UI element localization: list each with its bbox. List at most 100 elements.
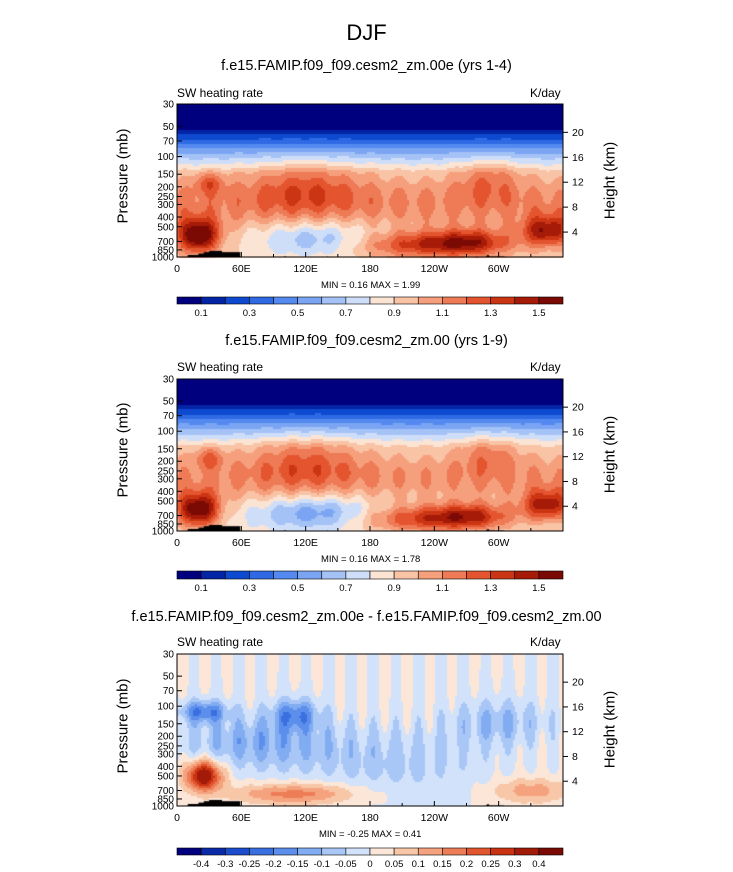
colorbar-swatch	[273, 570, 298, 580]
colorbar-swatch	[321, 847, 347, 856]
colorbar-swatch	[224, 570, 250, 580]
colorbar-label: 1.5	[532, 583, 545, 594]
x-tick-label: 180	[361, 812, 379, 824]
colorbar-swatch	[369, 296, 395, 305]
y-tick-label: 300	[157, 200, 174, 211]
colorbar-label: 1.1	[436, 308, 449, 319]
colorbar-swatch	[273, 847, 298, 856]
x-tick-label: 120E	[293, 812, 318, 824]
y2-tick-label: 16	[572, 426, 584, 438]
colorbar-swatch	[369, 570, 395, 580]
y-tick-label: 500	[157, 771, 174, 782]
panel-2-units-label: K/day	[530, 360, 561, 374]
colorbar-label: 0.7	[339, 583, 352, 594]
colorbar-swatch	[466, 847, 491, 856]
y-tick-label: 30	[163, 375, 175, 386]
colorbar-swatch	[200, 847, 226, 856]
y2-tick-label: 20	[572, 677, 584, 689]
colorbar-label: -0.4	[193, 859, 209, 870]
colorbar-swatch	[514, 570, 540, 580]
panel-1-units-label: K/day	[530, 86, 561, 100]
x-tick-label: 60W	[488, 812, 510, 824]
colorbar-swatch	[393, 847, 419, 856]
colorbar-swatch	[249, 296, 274, 305]
y-tick-label: 200	[157, 182, 174, 193]
x-tick-label: 0	[174, 812, 180, 824]
panel-3-title: f.e15.FAMIP.f09_f09.cesm2_zm.00e - f.e15…	[131, 609, 602, 625]
x-tick-label: 180	[361, 263, 379, 275]
y-tick-label: 700	[157, 511, 174, 522]
colorbar-swatch	[490, 847, 516, 856]
colorbar-swatch	[224, 296, 250, 305]
y-tick-label: 250	[157, 741, 174, 752]
y2-tick-label: 16	[572, 152, 584, 164]
y-tick-label: 400	[157, 213, 174, 224]
colorbar-swatch	[297, 847, 323, 856]
colorbar-label: -0.15	[287, 859, 309, 870]
colorbar-swatch	[514, 847, 540, 856]
colorbar-label: 0.5	[291, 308, 304, 319]
colorbar-label: 1.3	[484, 583, 497, 594]
colorbar-label: 0.4	[532, 859, 545, 870]
colorbar-swatch	[442, 570, 467, 580]
y-tick-label: 250	[157, 192, 174, 203]
colorbar-swatch	[490, 570, 516, 580]
x-tick-label: 0	[174, 537, 180, 549]
y-tick-label: 1000	[152, 802, 175, 813]
colorbar-label: 0.2	[460, 859, 473, 870]
colorbar-swatch	[466, 296, 491, 305]
colorbar-swatch	[393, 570, 419, 580]
colorbar-label: 1.3	[484, 308, 497, 319]
y2-tick-label: 20	[572, 402, 584, 414]
colorbar-swatch	[393, 296, 419, 305]
y-tick-label: 500	[157, 222, 174, 233]
y-tick-label: 100	[157, 427, 174, 438]
y-tick-label: 500	[157, 496, 174, 507]
plot-frame	[176, 653, 564, 807]
y2-tick-label: 20	[572, 127, 584, 139]
colorbar-label: -0.2	[265, 859, 281, 870]
colorbar-swatch	[417, 570, 443, 580]
colorbar-swatch	[176, 296, 202, 305]
panel-2-title: f.e15.FAMIP.f09_f09.cesm2_zm.00 (yrs 1-9…	[225, 333, 508, 349]
figure-title: DJF	[346, 20, 387, 45]
colorbar-swatch	[176, 847, 202, 856]
y-tick-label: 50	[163, 672, 175, 683]
colorbar-swatch	[417, 847, 443, 856]
y-tick-label: 850	[157, 245, 174, 256]
colorbar-swatch	[273, 296, 298, 305]
y-tick-label: 200	[157, 457, 174, 468]
colorbar-swatch	[538, 570, 564, 580]
colorbar-swatch	[466, 570, 491, 580]
y2-tick-label: 4	[572, 776, 578, 788]
colorbar-label: 1.1	[436, 583, 449, 594]
y-tick-label: 30	[163, 100, 175, 111]
y2-tick-label: 4	[572, 227, 578, 239]
colorbar-label: 0.25	[481, 859, 500, 870]
x-tick-label: 0	[174, 263, 180, 275]
y2-tick-label: 4	[572, 501, 578, 513]
colorbar-label: 0.05	[385, 859, 404, 870]
colorbar-label: -0.1	[314, 859, 330, 870]
colorbar-label: 0	[367, 859, 372, 870]
y-tick-label: 70	[163, 136, 175, 147]
colorbar-swatch	[249, 847, 274, 856]
colorbar-swatch	[200, 296, 226, 305]
y2-tick-label: 16	[572, 701, 584, 713]
x-tick-label: 120W	[421, 263, 449, 275]
y2-tick-label: 12	[572, 726, 584, 738]
colorbar-swatch	[297, 570, 323, 580]
colorbar-label: 0.5	[291, 583, 304, 594]
colorbar-label: 0.3	[243, 583, 256, 594]
colorbar-swatch	[417, 296, 443, 305]
colorbar-label: -0.3	[217, 859, 233, 870]
colorbar-label: 1.5	[532, 308, 545, 319]
x-tick-label: 60E	[232, 812, 251, 824]
y-tick-label: 70	[163, 686, 175, 697]
y-tick-label: 300	[157, 749, 174, 760]
x-tick-label: 120E	[293, 537, 318, 549]
y2-tick-label: 12	[572, 177, 584, 189]
colorbar-swatch	[345, 570, 371, 580]
y-tick-label: 850	[157, 519, 174, 530]
y-tick-label: 100	[157, 702, 174, 713]
